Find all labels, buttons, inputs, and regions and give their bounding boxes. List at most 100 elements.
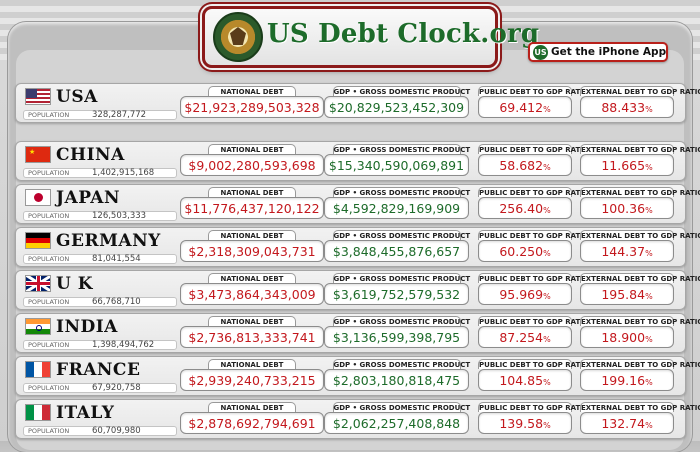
population-box: POPULATION 126,503,333 (23, 211, 177, 221)
gdp-label: GDP • GROSS DOMESTIC PRODUCT (332, 187, 471, 197)
external-debt-ratio-label: EXTERNAL DEBT TO GDP RATIO (580, 187, 700, 197)
percent-sign: % (543, 163, 551, 172)
national-debt-value: $2,736,813,333,741 (180, 326, 324, 348)
national-debt-value: $2,939,240,733,215 (180, 369, 324, 391)
population-box: POPULATION 81,041,554 (23, 254, 177, 264)
country-name: FRANCE (56, 360, 141, 380)
national-debt-value: $2,878,692,794,691 (180, 412, 324, 434)
gdp-value: $2,062,257,408,848 (324, 412, 469, 434)
external-debt-ratio-value: 18.900% (580, 326, 674, 348)
gdp-value: $3,619,752,579,532 (324, 283, 469, 305)
population-label: POPULATION (28, 111, 70, 119)
country-row: INDIA POPULATION 1,398,494,762 NATIONAL … (15, 313, 700, 353)
external-debt-ratio-cell: EXTERNAL DEBT TO GDP RATIO 18.900% (580, 316, 700, 348)
percent-sign: % (645, 378, 653, 387)
national-debt-cell: NATIONAL DEBT $11,776,437,120,122 (180, 187, 324, 219)
public-debt-ratio-value: 58.682% (478, 154, 572, 176)
external-debt-ratio-cell: EXTERNAL DEBT TO GDP RATIO 195.84% (580, 273, 700, 305)
external-debt-ratio-label: EXTERNAL DEBT TO GDP RATIO (580, 359, 700, 369)
public-ratio-number: 104.85 (499, 373, 544, 388)
national-debt-label: NATIONAL DEBT (208, 402, 296, 412)
percent-sign: % (645, 163, 653, 172)
iphone-app-label: Get the iPhone App (551, 46, 667, 58)
public-debt-ratio-cell: PUBLIC DEBT TO GDP RATIO 69.412% (478, 86, 589, 118)
percent-sign: % (543, 335, 551, 344)
iphone-app-button[interactable]: US Get the iPhone App (528, 42, 668, 62)
public-debt-ratio-value: 60.250% (478, 240, 572, 262)
external-debt-ratio-cell: EXTERNAL DEBT TO GDP RATIO 100.36% (580, 187, 700, 219)
public-ratio-number: 60.250 (499, 244, 544, 259)
external-debt-ratio-value: 132.74% (580, 412, 674, 434)
percent-sign: % (543, 421, 551, 430)
national-debt-cell: NATIONAL DEBT $2,939,240,733,215 (180, 359, 324, 391)
gdp-cell: GDP • GROSS DOMESTIC PRODUCT $2,062,257,… (324, 402, 470, 434)
external-ratio-number: 144.37 (601, 244, 646, 259)
public-ratio-number: 69.412 (499, 100, 544, 115)
flag-uk-icon (25, 275, 51, 292)
external-debt-ratio-label: EXTERNAL DEBT TO GDP RATIO (580, 316, 700, 326)
national-debt-cell: NATIONAL DEBT $2,736,813,333,741 (180, 316, 324, 348)
gdp-cell: GDP • GROSS DOMESTIC PRODUCT $3,848,455,… (324, 230, 470, 262)
public-ratio-number: 139.58 (499, 416, 544, 431)
national-debt-value: $11,776,437,120,122 (180, 197, 324, 219)
percent-sign: % (543, 206, 551, 215)
national-debt-label: NATIONAL DEBT (208, 86, 296, 96)
external-ratio-number: 11.665 (601, 158, 646, 173)
site-logo[interactable]: US Debt Clock.org (202, 6, 539, 68)
national-debt-value: $21,923,289,503,328 (180, 96, 324, 118)
gdp-label: GDP • GROSS DOMESTIC PRODUCT (332, 273, 471, 283)
population-label: POPULATION (28, 341, 70, 349)
public-debt-ratio-cell: PUBLIC DEBT TO GDP RATIO 95.969% (478, 273, 589, 305)
public-debt-ratio-value: 139.58% (478, 412, 572, 434)
public-debt-ratio-label: PUBLIC DEBT TO GDP RATIO (478, 86, 589, 96)
external-debt-ratio-value: 199.16% (580, 369, 674, 391)
external-debt-ratio-label: EXTERNAL DEBT TO GDP RATIO (580, 86, 700, 96)
gdp-value: $2,803,180,818,475 (324, 369, 469, 391)
country-name: CHINA (56, 145, 125, 165)
population-box: POPULATION 60,709,980 (23, 426, 177, 436)
external-debt-ratio-cell: EXTERNAL DEBT TO GDP RATIO 132.74% (580, 402, 700, 434)
country-row: ITALY POPULATION 60,709,980 NATIONAL DEB… (15, 399, 700, 439)
external-debt-ratio-cell: EXTERNAL DEBT TO GDP RATIO 11.665% (580, 144, 700, 176)
public-debt-ratio-value: 87.254% (478, 326, 572, 348)
flag-japan-icon (25, 189, 51, 206)
external-ratio-number: 199.16 (601, 373, 646, 388)
external-debt-ratio-cell: EXTERNAL DEBT TO GDP RATIO 144.37% (580, 230, 700, 262)
external-debt-ratio-cell: EXTERNAL DEBT TO GDP RATIO 199.16% (580, 359, 700, 391)
us-badge-icon: US (533, 44, 548, 60)
population-value: 81,041,554 (92, 254, 141, 264)
population-box: POPULATION 67,920,758 (23, 383, 177, 393)
flag-germany-icon (25, 232, 51, 249)
gdp-label: GDP • GROSS DOMESTIC PRODUCT (332, 316, 471, 326)
population-label: POPULATION (28, 427, 70, 435)
population-value: 66,768,710 (92, 297, 141, 307)
external-debt-ratio-label: EXTERNAL DEBT TO GDP RATIO (580, 273, 700, 283)
public-ratio-number: 95.969 (499, 287, 544, 302)
external-debt-ratio-cell: EXTERNAL DEBT TO GDP RATIO 88.433% (580, 86, 700, 118)
percent-sign: % (543, 292, 551, 301)
percent-sign: % (543, 249, 551, 258)
public-ratio-number: 58.682 (499, 158, 544, 173)
external-debt-ratio-label: EXTERNAL DEBT TO GDP RATIO (580, 402, 700, 412)
country-row: FRANCE POPULATION 67,920,758 NATIONAL DE… (15, 356, 700, 396)
external-ratio-number: 100.36 (601, 201, 646, 216)
external-debt-ratio-value: 100.36% (580, 197, 674, 219)
national-debt-value: $9,002,280,593,698 (180, 154, 324, 176)
country-name: ITALY (56, 403, 115, 423)
public-debt-ratio-cell: PUBLIC DEBT TO GDP RATIO 60.250% (478, 230, 589, 262)
public-debt-ratio-label: PUBLIC DEBT TO GDP RATIO (478, 230, 589, 240)
national-debt-label: NATIONAL DEBT (208, 230, 296, 240)
flag-italy-icon (25, 404, 51, 421)
public-debt-ratio-cell: PUBLIC DEBT TO GDP RATIO 87.254% (478, 316, 589, 348)
country-name: U K (56, 274, 94, 294)
percent-sign: % (645, 421, 653, 430)
gdp-value: $3,848,455,876,657 (324, 240, 469, 262)
country-row: JAPAN POPULATION 126,503,333 NATIONAL DE… (15, 184, 700, 224)
flag-usa-icon (25, 88, 51, 105)
percent-sign: % (645, 249, 653, 258)
country-name: JAPAN (56, 188, 121, 208)
population-box: POPULATION 1,398,494,762 (23, 340, 177, 350)
site-title: US Debt Clock.org (267, 19, 540, 49)
population-value: 328,287,772 (92, 110, 147, 120)
national-debt-label: NATIONAL DEBT (208, 273, 296, 283)
